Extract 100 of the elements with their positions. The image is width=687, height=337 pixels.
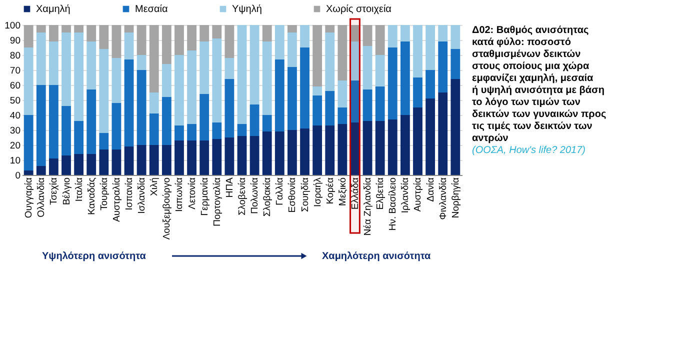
x-tick-label: Ισραήλ	[312, 177, 324, 207]
x-tick-label: Τσεχία	[48, 177, 60, 205]
bar	[426, 70, 436, 98]
x-tick-label: Λουξεμβούργο	[162, 178, 173, 240]
bar	[174, 126, 184, 140]
x-tick-label: Ισλανδία	[136, 177, 148, 214]
bar	[362, 25, 372, 46]
bar	[112, 150, 122, 175]
bar	[124, 146, 134, 175]
bar	[136, 145, 146, 175]
bar	[312, 96, 322, 126]
bar	[187, 50, 196, 124]
bar	[438, 25, 448, 42]
bar	[237, 124, 247, 136]
x-tick-label: Κορέα	[324, 177, 336, 204]
bar	[288, 67, 297, 130]
bar	[200, 25, 210, 42]
bar	[112, 103, 122, 150]
x-tick-label: Σλοβενία	[237, 177, 248, 216]
y-tick-label: 20	[10, 140, 20, 152]
x-tick-label: ΗΠΑ	[224, 176, 236, 198]
bar	[212, 38, 222, 122]
x-tick-label: Νέα Ζηλανδία	[362, 177, 374, 236]
bar	[24, 25, 34, 48]
bar	[86, 154, 96, 175]
bar	[274, 132, 284, 175]
bar	[99, 133, 109, 150]
text: Υψηλότερη ανισότητα	[42, 251, 147, 262]
bar	[450, 79, 460, 175]
bar	[350, 122, 360, 175]
bar	[74, 25, 84, 32]
chart-title: Δ02: Βαθμός ανισότητας κατά φύλο: ποσοστό σταθμισμένων δεικτών στους οποίους μια χώρα εμφανίζει χαμηλή, μεσαία ή υψηλή ανισότητα με βάση το λόγο των τιμών των δεικτών των γυναικών προς τις τιμές των δεικτών των αντρών	[472, 25, 606, 144]
bar	[362, 90, 372, 121]
bar	[338, 25, 348, 80]
bar	[262, 132, 272, 175]
bar	[212, 25, 222, 38]
bar	[200, 42, 210, 94]
x-tick-label: Νορβηγία	[450, 177, 462, 218]
bar	[24, 48, 34, 115]
bar	[312, 126, 322, 175]
bar	[224, 79, 234, 138]
bar	[136, 25, 146, 55]
bar	[212, 122, 222, 139]
bar	[300, 48, 310, 128]
x-tick-label: Ελλάδα	[350, 176, 361, 210]
bar	[48, 42, 58, 85]
bar	[300, 25, 310, 48]
bar	[312, 25, 322, 86]
bar	[36, 32, 46, 85]
bar	[99, 49, 109, 133]
x-tick-label: Καναδάς	[86, 177, 98, 215]
bar	[149, 92, 159, 114]
y-tick-label: 0	[15, 170, 20, 182]
x-tick-label: Λετονία	[186, 177, 198, 210]
x-tick-label: Γαλλία	[274, 176, 286, 206]
bar	[162, 97, 172, 145]
bar	[187, 124, 196, 140]
bar	[274, 25, 284, 60]
bar	[136, 70, 146, 145]
bar	[48, 25, 58, 42]
x-tick-label: Ιταλία	[74, 177, 85, 202]
bar	[36, 85, 46, 166]
bar	[62, 156, 71, 175]
bar	[237, 25, 247, 124]
bar	[325, 126, 335, 175]
text: Χαμηλότερη ανισότητα	[322, 251, 432, 262]
x-tick-label: Μεξικό	[337, 178, 348, 206]
bar	[224, 25, 234, 58]
x-tick-label: Ην. Βασίλειο	[388, 178, 399, 231]
bar	[325, 32, 335, 91]
bar	[174, 55, 184, 126]
bar	[124, 60, 134, 146]
bar	[86, 25, 96, 42]
x-tick-label: Ιρλανδία	[400, 177, 412, 214]
bar	[149, 145, 159, 175]
bar	[174, 140, 184, 175]
bar	[312, 86, 322, 96]
bar	[74, 32, 84, 121]
bar	[212, 139, 222, 175]
bar	[250, 25, 260, 104]
bar	[300, 128, 310, 175]
bar	[274, 60, 284, 132]
bar	[48, 85, 58, 158]
x-tick-label: Τουρκία	[98, 176, 110, 210]
bar	[99, 25, 109, 49]
bar	[325, 91, 335, 126]
y-tick-label: 80	[10, 50, 20, 62]
bar	[162, 25, 172, 64]
bar	[375, 121, 385, 175]
bar	[400, 25, 410, 42]
bar	[74, 154, 84, 175]
y-tick-label: 40	[10, 110, 20, 122]
bar	[36, 25, 46, 32]
x-tick-label: Χιλή	[149, 178, 160, 196]
bar	[413, 78, 422, 108]
x-tick-label: Πολωνία	[250, 176, 261, 214]
y-tick-label: 60	[10, 80, 20, 92]
bar	[149, 25, 159, 92]
y-tick-label: 90	[10, 36, 20, 46]
x-tick-label: Ολλανδία	[36, 177, 48, 218]
